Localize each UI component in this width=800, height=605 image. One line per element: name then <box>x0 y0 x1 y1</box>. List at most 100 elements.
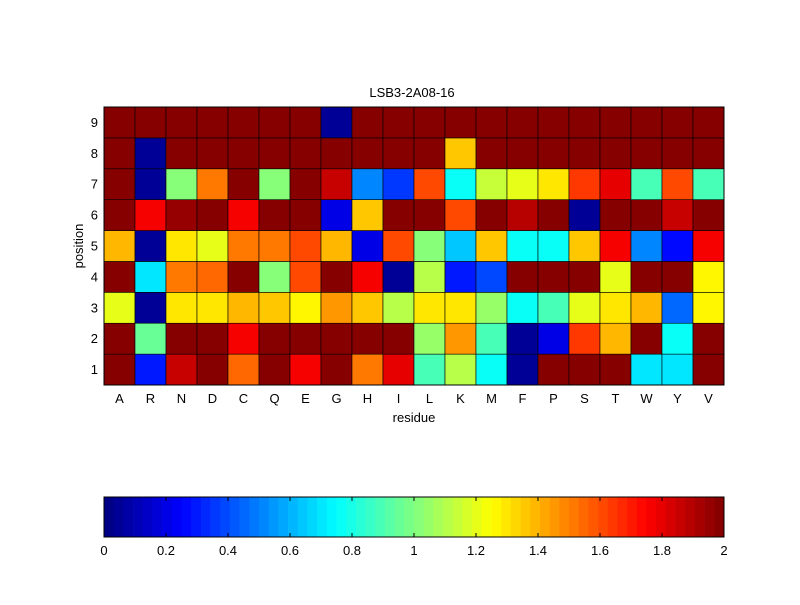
heatmap-cell-I-3 <box>382 292 415 324</box>
heatmap-cell-C-2 <box>227 322 260 355</box>
heatmap-cell-N-5 <box>165 230 198 262</box>
heatmap-cell-P-8 <box>537 137 570 170</box>
colorbar-swatch <box>569 497 579 537</box>
heatmap-cell-F-2 <box>506 322 539 355</box>
heatmap-cell-E-7 <box>289 168 322 200</box>
x-tick-label: L <box>426 391 433 406</box>
colorbar-ticks: 0 0.2 0.4 0.6 0.8 1 1.2 1.4 1.6 1.8 2 <box>100 497 728 558</box>
heatmap-cell-F-5 <box>506 230 539 262</box>
heatmap-cell-W-5 <box>630 230 663 262</box>
x-tick-label: P <box>549 391 558 406</box>
heatmap-cell-D-8 <box>196 137 229 170</box>
colorbar-swatch <box>297 497 308 537</box>
heatmap-cell-E-6 <box>289 199 322 231</box>
x-tick-label: D <box>208 391 217 406</box>
colorbar-tick-label: 1.4 <box>529 543 547 558</box>
heatmap-cell-K-5 <box>444 230 477 262</box>
colorbar-swatch <box>133 497 144 537</box>
heatmap-cell-K-4 <box>444 261 477 293</box>
heatmap-cell-T-9 <box>599 106 632 139</box>
heatmap-cell-D-6 <box>196 199 229 231</box>
colorbar-swatch <box>472 497 483 537</box>
heatmap-cell-H-3 <box>351 292 384 324</box>
plot-frame <box>103 106 725 386</box>
colorbar-swatch <box>220 497 231 537</box>
y-tick-label: 2 <box>91 331 98 346</box>
heatmap-cell-G-2 <box>320 322 353 355</box>
heatmap-cell-Y-4 <box>661 261 694 293</box>
heatmap-cell-T-1 <box>599 353 632 386</box>
colorbar-swatch <box>113 497 124 537</box>
heatmap-cell-I-5 <box>382 230 415 262</box>
colorbar-swatch <box>443 497 454 537</box>
colorbar-swatch <box>520 497 531 537</box>
heatmap-cell-L-3 <box>413 292 446 324</box>
heatmap-cell-V-7 <box>692 168 725 200</box>
heatmap-cell-L-7 <box>413 168 446 200</box>
heatmap-cell-S-1 <box>568 353 601 386</box>
colorbar-swatch <box>559 497 570 537</box>
heatmap-cell-M-4 <box>475 261 508 293</box>
colorbar-tick-label: 1.6 <box>591 543 609 558</box>
heatmap-cell-Q-8 <box>258 137 291 170</box>
heatmap-cell-L-5 <box>413 230 446 262</box>
heatmap-cell-Y-5 <box>661 230 694 262</box>
heatmap-cell-T-4 <box>599 261 632 293</box>
heatmap-cell-A-5 <box>103 230 136 262</box>
heatmap-cell-F-7 <box>506 168 539 200</box>
y-tick-label: 5 <box>91 239 98 254</box>
heatmap-cell-V-5 <box>692 230 725 262</box>
heatmap-cell-N-1 <box>165 353 198 386</box>
heatmap-cell-P-3 <box>537 292 570 324</box>
heatmap-cell-T-6 <box>599 199 632 231</box>
heatmap-cell-K-7 <box>444 168 477 200</box>
heatmap-cell-W-4 <box>630 261 663 293</box>
heatmap-cell-T-5 <box>599 230 632 262</box>
heatmap-cell-C-4 <box>227 261 260 293</box>
colorbar-swatch <box>210 497 221 537</box>
heatmap-cell-A-7 <box>103 168 136 200</box>
heatmap-cell-P-7 <box>537 168 570 200</box>
heatmap-cell-M-6 <box>475 199 508 231</box>
colorbar-swatch <box>162 497 173 537</box>
heatmap-cell-E-4 <box>289 261 322 293</box>
colorbar-swatch <box>704 497 715 537</box>
colorbar-swatch <box>598 497 609 537</box>
heatmap-cell-D-2 <box>196 322 229 355</box>
colorbar-swatch <box>317 497 328 537</box>
y-tick-label: 7 <box>91 177 98 192</box>
heatmap-cell-F-6 <box>506 199 539 231</box>
heatmap-cell-Y-3 <box>661 292 694 324</box>
heatmap-cell-R-9 <box>134 106 167 139</box>
heatmap-cell-D-7 <box>196 168 229 200</box>
y-tick-label: 8 <box>91 146 98 161</box>
heatmap-cell-D-9 <box>196 106 229 139</box>
colorbar-tick-label: 1.2 <box>467 543 485 558</box>
x-tick-label: E <box>301 391 310 406</box>
heatmap-cell-H-8 <box>351 137 384 170</box>
colorbar-swatch <box>326 497 337 537</box>
heatmap-cell-M-2 <box>475 322 508 355</box>
heatmap-cell-V-6 <box>692 199 725 231</box>
heatmap-cell-C-9 <box>227 106 260 139</box>
heatmap-cell-A-8 <box>103 137 136 170</box>
x-tick-label: K <box>456 391 465 406</box>
heatmap-cell-D-3 <box>196 292 229 324</box>
heatmap-cell-M-7 <box>475 168 508 200</box>
heatmap-cell-S-4 <box>568 261 601 293</box>
colorbar-swatch <box>191 497 202 537</box>
colorbar-swatch <box>181 497 192 537</box>
heatmap-cell-G-4 <box>320 261 353 293</box>
heatmap-cell-H-6 <box>351 199 384 231</box>
heatmap-cell-H-2 <box>351 322 384 355</box>
heatmap-cell-E-2 <box>289 322 322 355</box>
heatmap-cell-Q-1 <box>258 353 291 386</box>
colorbar-swatch <box>530 497 541 537</box>
x-tick-label: Q <box>269 391 279 406</box>
colorbar-swatch <box>268 497 279 537</box>
heatmap-cell-H-5 <box>351 230 384 262</box>
heatmap-cell-V-8 <box>692 137 725 170</box>
heatmap-cell-R-7 <box>134 168 167 200</box>
